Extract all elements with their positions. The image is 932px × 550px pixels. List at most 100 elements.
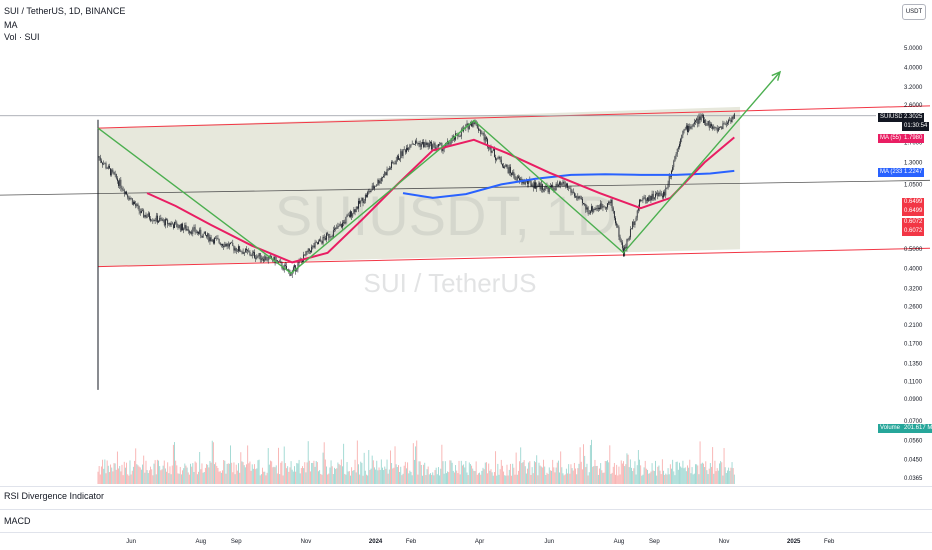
channel-mid-line[interactable] (0, 179, 931, 196)
candle-body (486, 137, 487, 140)
ma55-line[interactable] (146, 136, 735, 264)
volume-bar (249, 461, 251, 484)
pane-separator[interactable] (0, 486, 932, 487)
candle-body (176, 222, 178, 228)
volume-bar (705, 461, 707, 484)
volume-bar (405, 468, 407, 484)
candle-body (130, 198, 132, 199)
price-tick-label: 0.0700 (904, 419, 923, 425)
candle-body (307, 248, 309, 253)
volume-bar (600, 463, 602, 484)
candle-body (552, 184, 554, 188)
candle-body (695, 120, 696, 122)
price-tick-label: 0.2100 (904, 323, 923, 329)
rsi-pane-label[interactable]: RSI Divergence Indicator (4, 491, 105, 501)
candle-body (125, 191, 126, 194)
volume-bar (690, 473, 692, 484)
pane-separator[interactable] (0, 509, 932, 510)
volume-bar (594, 459, 596, 484)
volume-bar (501, 465, 503, 484)
volume-bar (603, 472, 605, 484)
candle-body (572, 191, 574, 194)
candle-body (604, 206, 606, 209)
volume-bar (184, 463, 186, 484)
candle-body (399, 158, 401, 160)
candle-body (183, 228, 185, 231)
candle-body (698, 116, 700, 124)
candle-body (692, 123, 694, 127)
volume-bar (457, 473, 459, 484)
volume-bar (329, 467, 331, 484)
volume-bar (241, 461, 243, 484)
volume-bar (267, 448, 269, 484)
candle-body (560, 182, 562, 185)
candle-body (555, 183, 557, 191)
volume-bar (324, 459, 326, 484)
volume-bar (257, 460, 259, 484)
candle-body (264, 256, 266, 262)
time-tick-label: 2024 (369, 539, 383, 545)
volume-bar (300, 468, 302, 484)
candle-body (506, 164, 508, 168)
ma233-line[interactable] (402, 169, 735, 199)
volume-bar (451, 462, 453, 484)
volume-bar (551, 470, 553, 484)
trend-line[interactable] (97, 71, 781, 275)
candle-body (418, 142, 420, 145)
volume-bar (137, 465, 139, 484)
currency-button[interactable]: USDT (902, 4, 926, 20)
symbol-title[interactable]: SUI / TetherUS, 1D, BINANCE (4, 6, 126, 16)
volume-bar (159, 466, 161, 484)
candle-body (242, 251, 244, 254)
volume-bar (336, 468, 338, 484)
volume-bar (202, 472, 204, 484)
candle-body (707, 121, 709, 126)
candle-body (436, 146, 438, 148)
volume-bar (476, 474, 478, 484)
candle-body (467, 123, 469, 130)
candle-body (511, 173, 512, 175)
candle-body (576, 196, 578, 198)
candle-body (466, 123, 468, 126)
volume-bar (346, 462, 348, 484)
volume-bar (370, 468, 372, 484)
candle-body (601, 203, 603, 208)
indicator-vol-label[interactable]: Vol · SUI (4, 32, 40, 42)
candle-body (111, 169, 113, 176)
candle-body (273, 256, 275, 262)
volume-bar (420, 464, 422, 484)
volume-bar (627, 454, 629, 484)
volume-bar (619, 474, 621, 484)
candle-body (222, 243, 223, 246)
volume-bar (134, 460, 136, 484)
candle-body (683, 129, 685, 131)
candle-body (513, 172, 515, 177)
candle-body (679, 143, 680, 148)
volume-bar (395, 464, 397, 484)
volume-bar (282, 475, 284, 484)
candle-body (492, 149, 494, 151)
volume-bar (613, 462, 615, 484)
candle-body (690, 127, 692, 129)
volume-bar (155, 474, 157, 484)
candle-body (151, 220, 153, 222)
volume-bar (99, 474, 101, 484)
volume-bar (579, 447, 581, 484)
volume-bar (675, 461, 677, 484)
volume-bar (729, 470, 731, 484)
candle-body (316, 242, 318, 245)
candle-body (435, 147, 437, 149)
volume-bar (556, 462, 558, 484)
channel-lower-line[interactable] (97, 247, 931, 268)
candle-body (227, 243, 229, 247)
volume-bar (335, 468, 337, 484)
volume-bar (281, 461, 283, 484)
candle-body (290, 274, 292, 276)
candle-body (542, 184, 543, 190)
channel-upper-line[interactable] (97, 105, 931, 129)
candle-body (262, 258, 263, 260)
macd-pane-label[interactable]: MACD (4, 516, 31, 526)
indicator-ma-label[interactable]: MA (4, 20, 18, 30)
volume-bar (557, 460, 559, 484)
